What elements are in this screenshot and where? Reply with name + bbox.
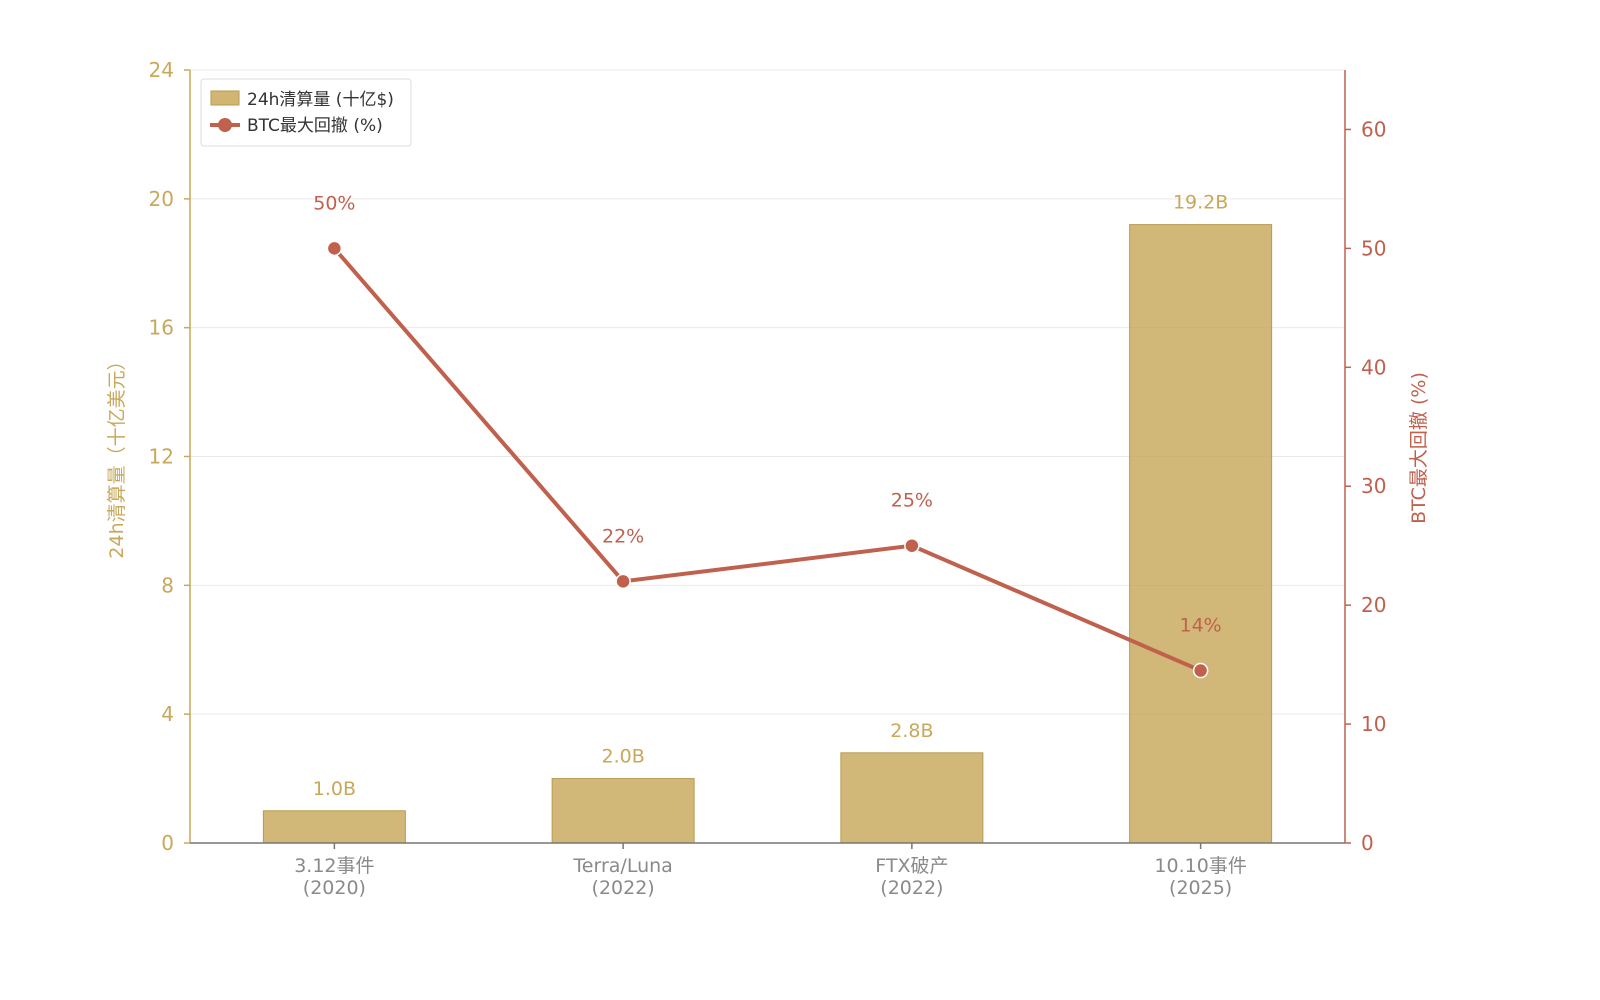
legend-bar-swatch [210, 90, 240, 106]
right-tick-label: 60 [1361, 117, 1386, 141]
bar-labels: 1.0B 2.0B 2.8B 19.2B [313, 192, 1229, 800]
legend-line-label: BTC最大回撤 (%) [247, 116, 383, 136]
left-tick-label: 24 [149, 58, 174, 82]
right-tick-label: 40 [1361, 355, 1386, 379]
right-tick-label: 20 [1361, 593, 1386, 617]
bar-value-label: 2.0B [601, 746, 644, 768]
bar-value-label: 1.0B [313, 778, 356, 800]
legend: 24h清算量 (十亿$) BTC最大回撤 (%) [200, 78, 412, 147]
x-tick-label: FTX破产 [875, 855, 948, 877]
line-point [615, 573, 631, 590]
line-labels: 50% 22% 25% 14% [313, 192, 1221, 636]
right-axis-title: BTC最大回撤 (%) [1408, 372, 1430, 524]
line-point [904, 537, 920, 554]
left-tick-label: 8 [161, 573, 174, 597]
line-point [326, 240, 343, 257]
right-axis-ticks: 0 10 20 30 40 50 60 [1345, 117, 1386, 855]
x-tick-label: (2022) [592, 877, 655, 899]
left-tick-label: 0 [161, 831, 174, 855]
x-tick-label: (2025) [1169, 877, 1232, 899]
x-tick-label: (2022) [880, 877, 943, 899]
legend-box [200, 78, 412, 147]
left-tick-label: 4 [161, 702, 174, 726]
bar [840, 752, 984, 844]
bar-value-label: 2.8B [890, 720, 933, 742]
line-value-label: 14% [1180, 615, 1222, 637]
line-point [1192, 662, 1209, 679]
right-tick-label: 50 [1361, 236, 1386, 260]
bar [1129, 224, 1273, 844]
line-value-label: 50% [313, 192, 355, 214]
bar [262, 810, 406, 844]
x-tick-label: (2020) [303, 877, 366, 899]
legend-item-line: BTC最大回撤 (%) [210, 116, 383, 136]
x-axis-ticks: 3.12事件(2020)Terra/Luna(2022)FTX破产(2022)1… [294, 843, 1247, 899]
bar [551, 778, 695, 844]
left-axis-ticks: 0 4 8 12 16 20 24 [149, 58, 190, 855]
bar-value-label: 19.2B [1173, 192, 1228, 214]
right-tick-label: 10 [1361, 712, 1386, 736]
bar-series [262, 224, 1273, 844]
left-tick-label: 16 [149, 316, 174, 340]
left-tick-label: 12 [149, 445, 174, 469]
x-tick-label: 10.10事件 [1154, 855, 1246, 877]
legend-line-marker [218, 118, 232, 132]
line-value-label: 25% [891, 490, 933, 512]
left-tick-label: 20 [149, 187, 174, 211]
right-tick-label: 30 [1361, 474, 1386, 498]
line-series [326, 240, 1209, 679]
left-axis-title: 24h清算量（十亿美元） [106, 351, 128, 558]
x-tick-label: 3.12事件 [294, 855, 374, 877]
legend-bar-label: 24h清算量 (十亿$) [247, 90, 394, 110]
x-tick-label: Terra/Luna [572, 855, 672, 877]
legend-item-bars: 24h清算量 (十亿$) [210, 90, 394, 110]
right-tick-label: 0 [1361, 831, 1374, 855]
line-value-label: 22% [602, 525, 644, 547]
series-line [332, 247, 1202, 673]
